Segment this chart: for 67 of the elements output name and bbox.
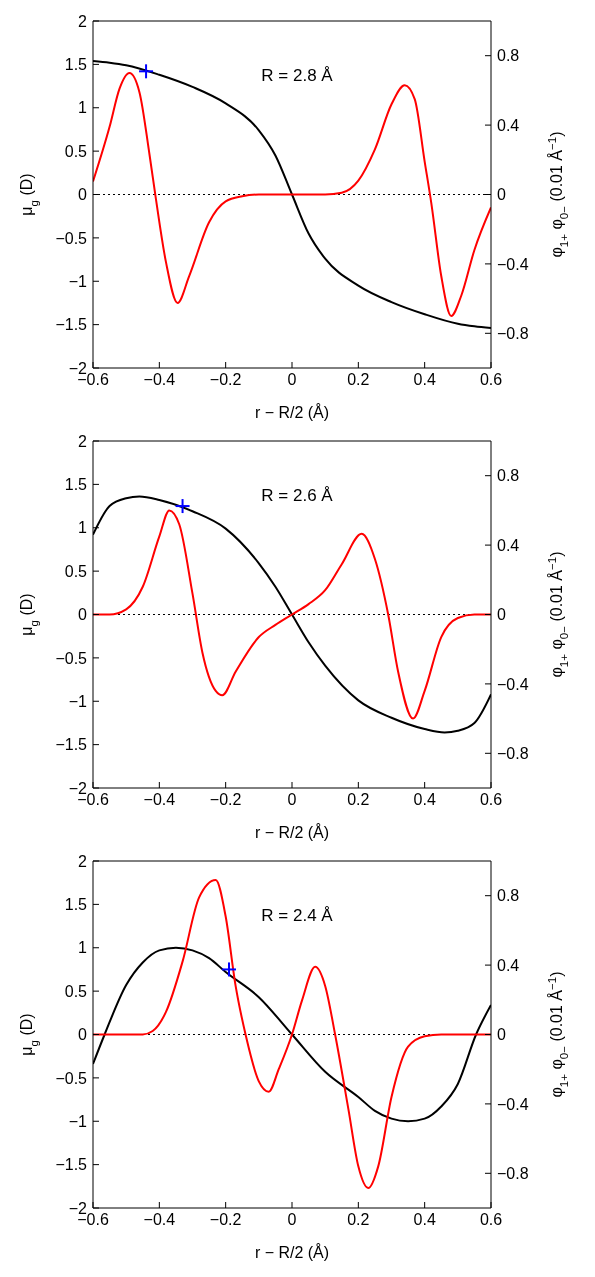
y2-tick-label: −0.4	[497, 675, 529, 693]
x-tick-label: 0.6	[479, 1211, 503, 1229]
y-tick-label: 0.5	[64, 562, 88, 580]
annotation: R = 2.8 Å	[261, 66, 333, 85]
y-tick-label: −2	[68, 779, 88, 797]
annotation: R = 2.4 Å	[261, 906, 333, 925]
y-tick-label: −2	[68, 1199, 88, 1217]
y2-tick-label: 0	[497, 606, 506, 624]
y-tick-label: 1.5	[64, 56, 88, 74]
y-tick-label: 1.5	[64, 476, 88, 494]
x-tick-label: 0.4	[413, 1211, 436, 1229]
y-tick-label: 2	[78, 12, 88, 30]
y-tick-label: 1.5	[64, 896, 88, 914]
x-tick-label: 0	[287, 1211, 297, 1229]
x-tick-label: −0.4	[143, 791, 176, 809]
y-tick-label: −0.5	[55, 649, 88, 667]
y-tick-label: −1	[68, 692, 88, 710]
y2-tick-label: 0.8	[497, 467, 520, 485]
x-axis-title: r − R/2 (Å)	[254, 1243, 330, 1261]
y-tick-label: −1.5	[55, 736, 88, 754]
y-tick-label: −2	[68, 359, 88, 377]
y2-tick-label: 0.4	[497, 536, 520, 554]
x-tick-label: −0.4	[143, 371, 176, 389]
y2-tick-label: 0.4	[497, 956, 520, 974]
y2-tick-label: 0	[497, 186, 506, 204]
y2-tick-label: −0.4	[497, 1095, 529, 1113]
x-tick-label: −0.2	[209, 1211, 242, 1229]
x-tick-label: −0.2	[209, 791, 242, 809]
y-tick-label: −1.5	[55, 1156, 88, 1174]
y2-tick-label: 0.4	[497, 116, 520, 134]
y2-tick-label: −0.8	[497, 324, 529, 342]
y-tick-label: −1	[68, 1112, 88, 1130]
annotation: R = 2.6 Å	[261, 486, 333, 505]
x-tick-label: 0.4	[413, 791, 436, 809]
x-tick-label: 0.2	[347, 791, 370, 809]
line-series	[93, 879, 491, 1190]
y-tick-label: 0	[78, 186, 88, 204]
y-tick-label: 0.5	[64, 142, 88, 160]
y2-tick-label: −0.4	[497, 255, 529, 273]
x-tick-label: 0.6	[479, 791, 503, 809]
y2-tick-label: −0.8	[497, 744, 529, 762]
y-tick-label: −0.5	[55, 229, 88, 247]
y-tick-label: 0.5	[64, 982, 88, 1000]
y-tick-label: 0	[78, 606, 88, 624]
y2-tick-label: −0.8	[497, 1164, 529, 1182]
y2-tick-label: 0	[497, 1026, 506, 1044]
y-tick-label: −1	[68, 272, 88, 290]
y-tick-label: 1	[78, 99, 88, 117]
x-tick-label: −0.2	[209, 371, 242, 389]
x-tick-label: 0.2	[347, 371, 370, 389]
y-tick-label: 2	[78, 432, 88, 450]
x-axis-title: r − R/2 (Å)	[254, 823, 330, 841]
y-tick-label: 1	[78, 939, 88, 957]
y2-tick-label: 0.8	[497, 887, 520, 905]
y2-tick-label: 0.8	[497, 47, 520, 65]
x-tick-label: −0.4	[143, 1211, 176, 1229]
x-tick-label: 0.6	[479, 371, 503, 389]
x-tick-label: 0.2	[347, 1211, 370, 1229]
y-tick-label: 2	[78, 852, 88, 870]
y-tick-label: 0	[78, 1026, 88, 1044]
y-tick-label: −1.5	[55, 316, 88, 334]
x-tick-label: 0	[287, 371, 297, 389]
y-tick-label: 1	[78, 519, 88, 537]
y-tick-label: −0.5	[55, 1069, 88, 1087]
x-tick-label: 0	[287, 791, 297, 809]
x-axis-title: r − R/2 (Å)	[254, 403, 330, 421]
x-tick-label: 0.4	[413, 371, 436, 389]
